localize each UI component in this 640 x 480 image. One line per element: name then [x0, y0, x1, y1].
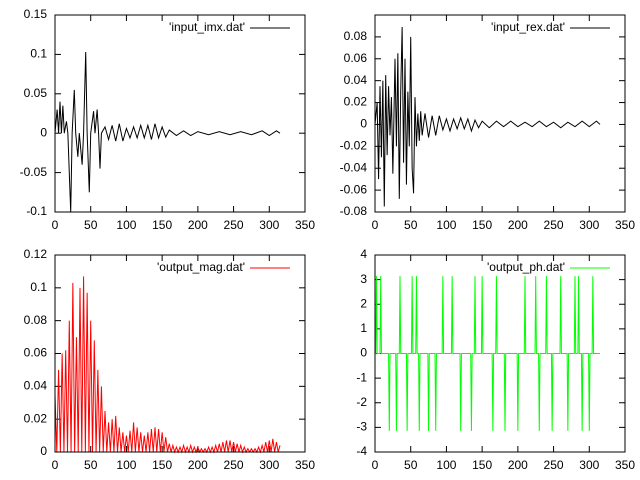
x-tick-label: 50	[84, 218, 98, 232]
data-line	[54, 52, 281, 213]
x-tick-label: 150	[152, 458, 172, 472]
y-tick-label: 0.04	[24, 379, 48, 393]
x-tick-label: 350	[615, 218, 635, 232]
y-tick-label: 0.05	[24, 86, 48, 100]
y-tick-label: 0.12	[24, 247, 48, 261]
data-line	[54, 276, 281, 454]
y-tick-label: -4	[356, 444, 367, 458]
y-tick-label: 0	[360, 117, 367, 131]
y-tick-label: 0.1	[30, 280, 47, 294]
plot-frame	[374, 14, 626, 213]
y-tick-label: -0.08	[340, 204, 368, 218]
y-tick-label: 0.06	[24, 346, 48, 360]
y-tick-label: 0	[40, 125, 47, 139]
y-tick-label: 0	[360, 346, 367, 360]
y-tick-label: 0.15	[24, 7, 48, 21]
y-tick-label: 0	[40, 444, 47, 458]
data-line	[375, 276, 600, 431]
x-tick-label: 0	[372, 218, 379, 232]
legend-label: 'input_imx.dat'	[169, 20, 245, 34]
x-tick-label: 150	[152, 218, 172, 232]
plot-frame	[54, 14, 306, 213]
y-tick-label: -1	[356, 370, 367, 384]
x-tick-label: 150	[472, 458, 492, 472]
y-tick-label: 0.04	[344, 73, 368, 87]
x-tick-label: 300	[259, 458, 279, 472]
y-tick-label: 1	[360, 321, 367, 335]
x-tick-label: 250	[544, 218, 564, 232]
legend-label: 'output_mag.dat'	[157, 260, 245, 274]
y-tick-label: 0.1	[30, 47, 47, 61]
x-tick-label: 300	[579, 458, 599, 472]
x-tick-label: 50	[84, 458, 98, 472]
x-tick-label: 200	[188, 218, 208, 232]
plot-frame	[374, 254, 626, 453]
y-tick-label: 3	[360, 272, 367, 286]
y-tick-label: -0.04	[340, 160, 368, 174]
x-tick-label: 100	[436, 458, 456, 472]
x-tick-label: 250	[224, 458, 244, 472]
x-tick-label: 0	[52, 458, 59, 472]
x-tick-label: 350	[295, 218, 315, 232]
y-tick-label: -0.05	[20, 165, 48, 179]
y-tick-label: 0.08	[24, 313, 48, 327]
data-line	[374, 27, 601, 207]
x-tick-label: 350	[615, 458, 635, 472]
y-tick-label: -0.1	[26, 204, 47, 218]
y-tick-label: 0.02	[344, 95, 368, 109]
x-tick-label: 100	[116, 458, 136, 472]
x-tick-label: 0	[372, 458, 379, 472]
x-tick-label: 350	[295, 458, 315, 472]
x-tick-label: 200	[508, 458, 528, 472]
x-tick-label: 250	[224, 218, 244, 232]
y-tick-label: -3	[356, 420, 367, 434]
legend-label: 'output_ph.dat'	[487, 260, 565, 274]
y-tick-label: -0.02	[340, 139, 368, 153]
x-tick-label: 250	[544, 458, 564, 472]
x-tick-label: 50	[404, 218, 418, 232]
x-tick-label: 200	[188, 458, 208, 472]
x-tick-label: 0	[52, 218, 59, 232]
legend-label: 'input_rex.dat'	[491, 20, 565, 34]
y-tick-label: 0.08	[344, 29, 368, 43]
x-tick-label: 300	[579, 218, 599, 232]
x-tick-label: 150	[472, 218, 492, 232]
y-tick-label: -0.06	[340, 182, 368, 196]
y-tick-label: -2	[356, 395, 367, 409]
x-tick-label: 200	[508, 218, 528, 232]
y-tick-label: 4	[360, 247, 367, 261]
y-tick-label: 0.06	[344, 51, 368, 65]
plot-frame	[54, 254, 306, 453]
y-tick-label: 2	[360, 296, 367, 310]
x-tick-label: 300	[259, 218, 279, 232]
x-tick-label: 100	[436, 218, 456, 232]
y-tick-label: 0.02	[24, 411, 48, 425]
x-tick-label: 100	[116, 218, 136, 232]
x-tick-label: 50	[404, 458, 418, 472]
